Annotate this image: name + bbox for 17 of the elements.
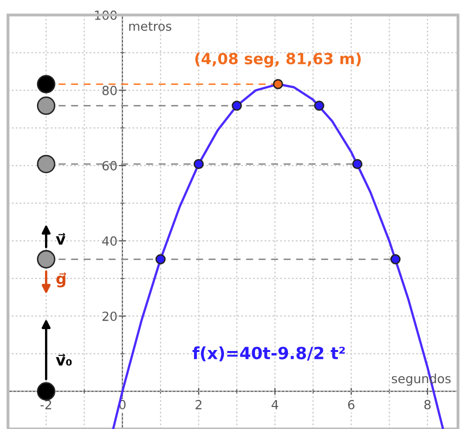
annotation: f(x)=40t-9.8/2 t² — [192, 346, 345, 362]
y-tick-label: 40 — [102, 236, 117, 246]
x-tick-label: 6 — [348, 400, 354, 410]
x-tick-label: -2 — [40, 400, 52, 410]
y-tick-label: 80 — [102, 86, 117, 96]
annotation: v⃗ — [56, 233, 66, 245]
annotation: v⃗₀ — [56, 354, 72, 366]
x-tick-label: 8 — [424, 400, 431, 410]
x-tick-label: 2 — [196, 400, 202, 410]
y-axis-title: metros — [129, 22, 172, 31]
annotation: g⃗ — [56, 272, 66, 288]
point — [272, 79, 284, 90]
x-tick-label: 4 — [272, 400, 278, 410]
annotation: (4,08 seg, 81,63 m) — [195, 52, 361, 68]
y-tick-label: 20 — [102, 312, 117, 322]
point — [36, 382, 56, 401]
y-tick-label: 60 — [102, 161, 117, 170]
